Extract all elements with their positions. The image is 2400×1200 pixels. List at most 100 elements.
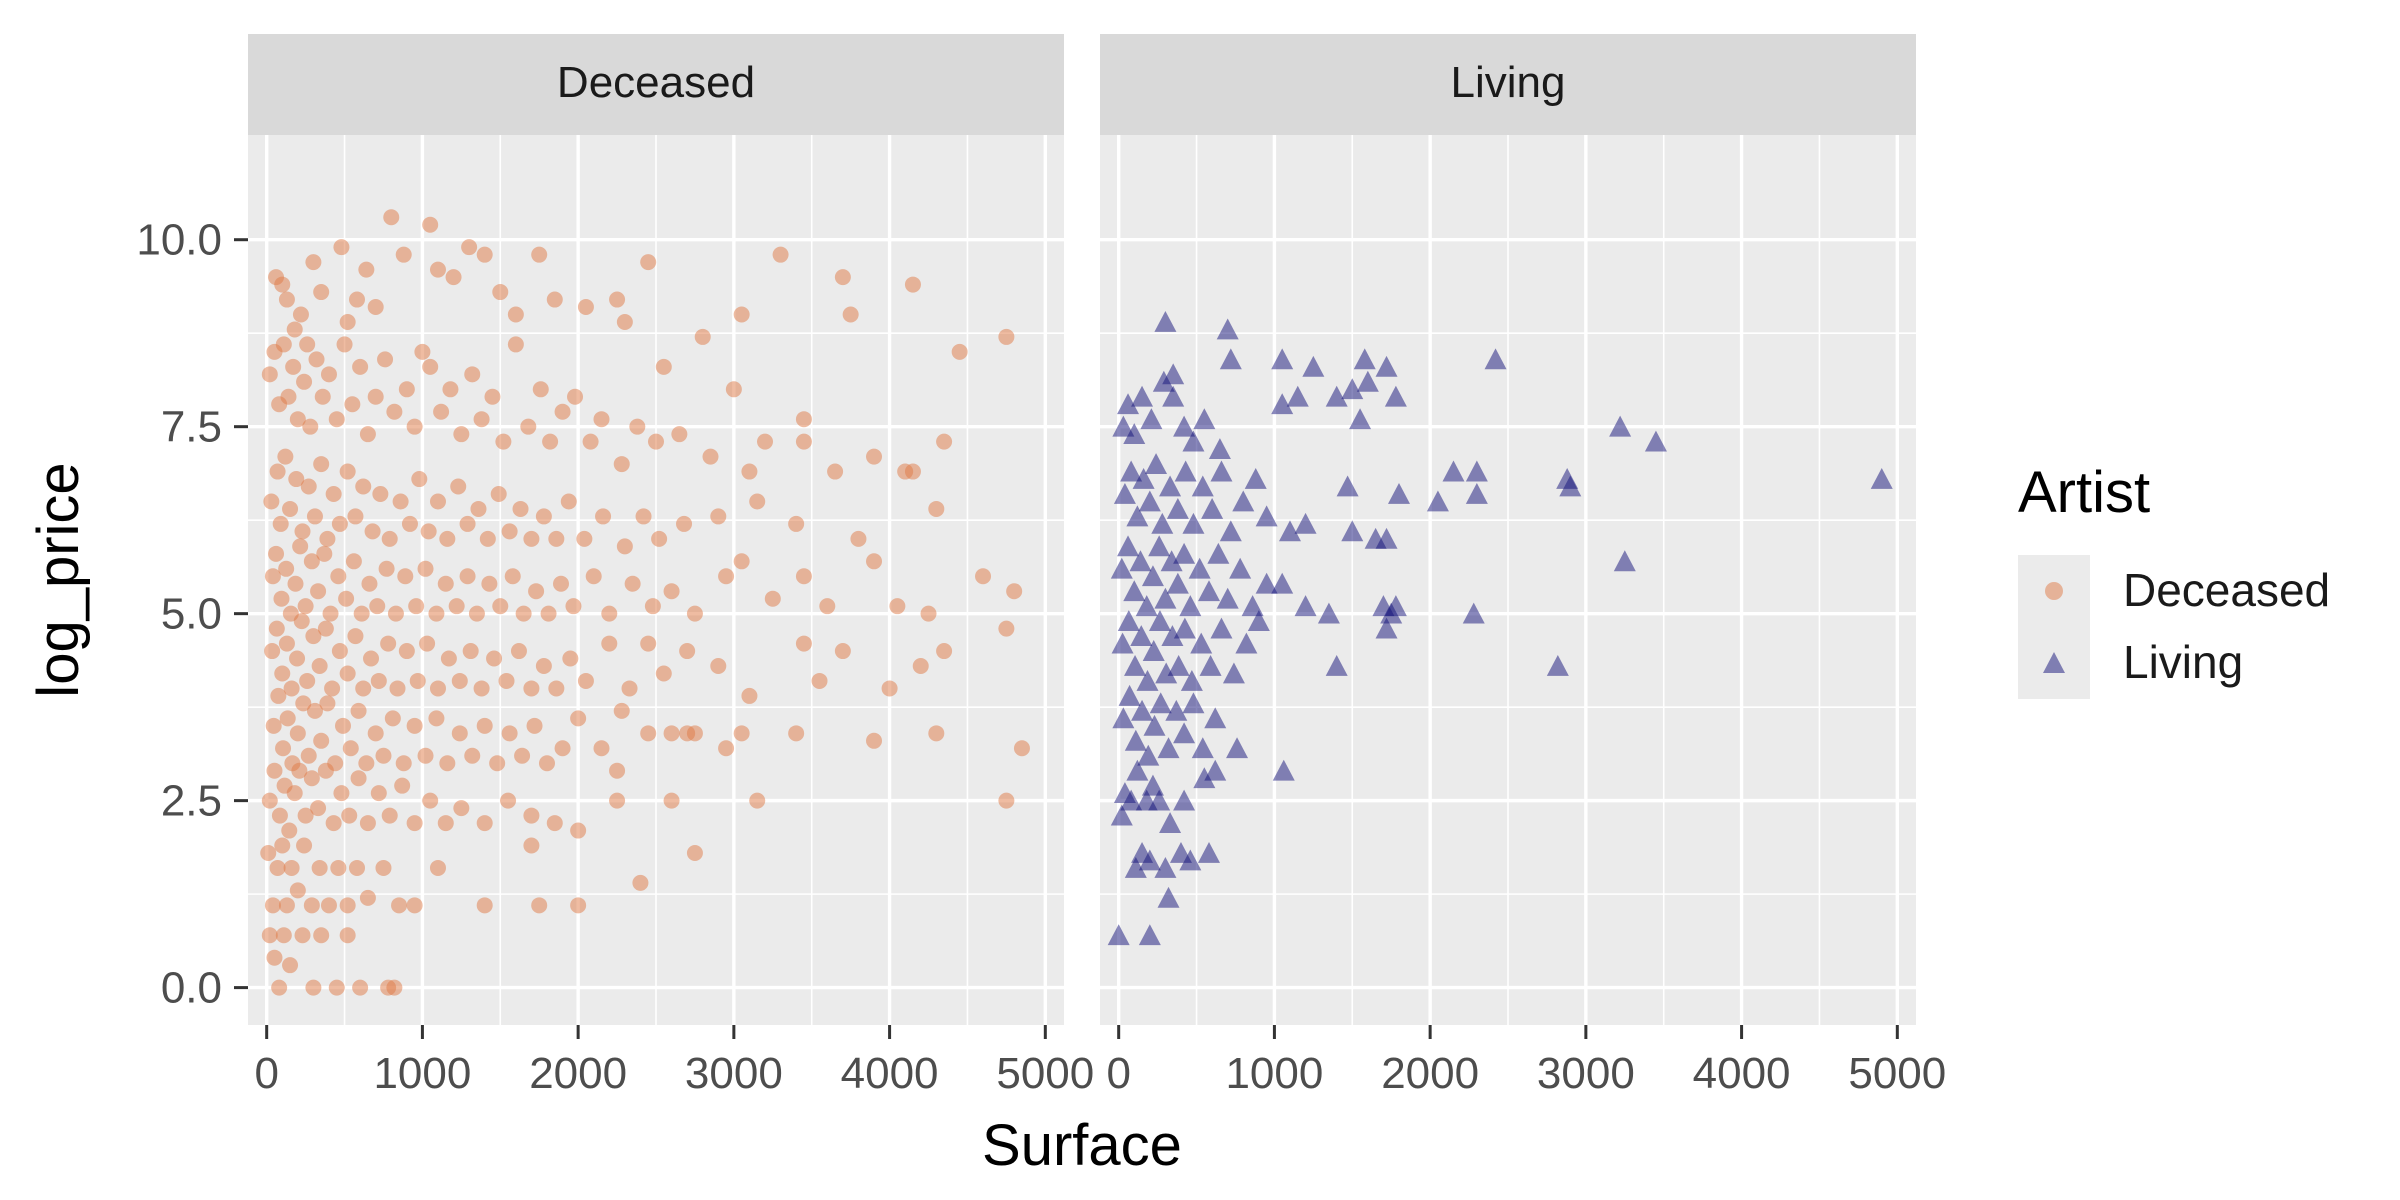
data-point-deceased: [562, 650, 579, 667]
data-point-deceased: [271, 807, 288, 824]
data-point-deceased: [613, 456, 630, 473]
data-point-deceased: [311, 658, 328, 675]
data-point-living: [1135, 595, 1158, 617]
data-point-living: [1201, 497, 1224, 519]
data-point-deceased: [448, 598, 465, 615]
data-point-living: [1271, 348, 1294, 370]
data-point-living: [1152, 370, 1175, 392]
data-point-deceased: [268, 620, 285, 637]
data-point-deceased: [380, 635, 397, 652]
data-point-living: [1559, 475, 1582, 497]
data-point-living: [1198, 580, 1221, 602]
data-point-deceased: [468, 605, 485, 622]
data-point-living: [1232, 490, 1255, 512]
data-point-living: [1126, 759, 1149, 781]
data-point-deceased: [369, 598, 386, 615]
data-point-deceased: [601, 635, 618, 652]
data-point-living: [1325, 385, 1348, 407]
data-point-deceased: [278, 897, 295, 914]
data-point-deceased: [386, 403, 403, 420]
x-tick-label: 1000: [1225, 1049, 1323, 1098]
data-point-deceased: [621, 680, 638, 697]
data-point-deceased: [548, 530, 565, 547]
data-point-living: [1131, 699, 1154, 721]
data-point-living: [1173, 542, 1196, 564]
data-point-deceased: [663, 583, 680, 600]
data-point-deceased: [640, 725, 657, 742]
data-point-deceased: [702, 448, 719, 465]
data-point-deceased: [609, 291, 626, 308]
data-point-deceased: [616, 313, 633, 330]
data-point-deceased: [764, 590, 781, 607]
data-point-deceased: [306, 508, 323, 525]
data-point-deceased: [842, 306, 859, 323]
data-point-living: [1118, 684, 1141, 706]
data-point-deceased: [310, 800, 327, 817]
data-point-deceased: [260, 844, 277, 861]
data-point-deceased: [532, 381, 549, 398]
y-axis-title: log_price: [26, 462, 91, 697]
data-point-living: [1278, 520, 1301, 542]
data-point-deceased: [866, 553, 883, 570]
data-point-living: [1207, 542, 1230, 564]
data-point-deceased: [386, 979, 403, 996]
data-point-deceased: [328, 979, 345, 996]
data-point-living: [1188, 557, 1211, 579]
data-point-living: [1124, 856, 1147, 878]
data-point-deceased: [975, 568, 992, 585]
data-point-deceased: [359, 426, 376, 443]
data-point-living: [1149, 692, 1172, 714]
data-point-living: [1110, 804, 1133, 826]
data-point-deceased: [676, 515, 693, 532]
data-point-living: [1219, 520, 1242, 542]
data-point-deceased: [372, 485, 389, 502]
data-point-deceased: [264, 643, 281, 660]
data-point-deceased: [733, 553, 750, 570]
data-point-deceased: [363, 650, 380, 667]
data-point-living: [1138, 924, 1161, 946]
data-point-deceased: [725, 381, 742, 398]
panel-strip-deceased: [248, 34, 1064, 135]
data-point-deceased: [320, 897, 337, 914]
data-point-deceased: [303, 897, 320, 914]
data-point-living: [1173, 722, 1196, 744]
data-point-deceased: [576, 530, 593, 547]
data-point-deceased: [422, 792, 439, 809]
data-point-deceased: [289, 650, 306, 667]
data-point-deceased: [311, 859, 328, 876]
data-point-deceased: [295, 695, 312, 712]
data-point-deceased: [501, 725, 518, 742]
data-point-living: [1140, 408, 1163, 430]
data-point-deceased: [271, 979, 288, 996]
data-point-living: [1210, 617, 1233, 639]
data-point-deceased: [507, 306, 524, 323]
y-tick-label: 7.5: [161, 403, 222, 452]
data-point-deceased: [330, 859, 347, 876]
data-point-deceased: [280, 388, 297, 405]
data-point-living: [1131, 385, 1154, 407]
data-point-deceased: [384, 710, 401, 727]
data-point-deceased: [408, 598, 425, 615]
data-point-living: [1442, 460, 1465, 482]
data-point-deceased: [439, 755, 456, 772]
data-point-deceased: [296, 837, 313, 854]
data-point-deceased: [679, 643, 696, 660]
data-point-deceased: [274, 837, 291, 854]
data-point-living: [1157, 737, 1180, 759]
data-point-deceased: [293, 613, 310, 630]
data-point-deceased: [998, 620, 1015, 637]
data-point-living: [1191, 737, 1214, 759]
data-point-deceased: [523, 837, 540, 854]
data-point-living: [1154, 856, 1177, 878]
data-point-deceased: [359, 815, 376, 832]
data-point-deceased: [409, 672, 426, 689]
data-point-deceased: [535, 508, 552, 525]
data-point-deceased: [1013, 740, 1030, 757]
data-point-living: [1294, 512, 1317, 534]
data-point-deceased: [411, 471, 428, 488]
data-point-deceased: [302, 418, 319, 435]
data-point-deceased: [553, 575, 570, 592]
data-point-deceased: [310, 583, 327, 600]
data-point-living: [1123, 423, 1146, 445]
